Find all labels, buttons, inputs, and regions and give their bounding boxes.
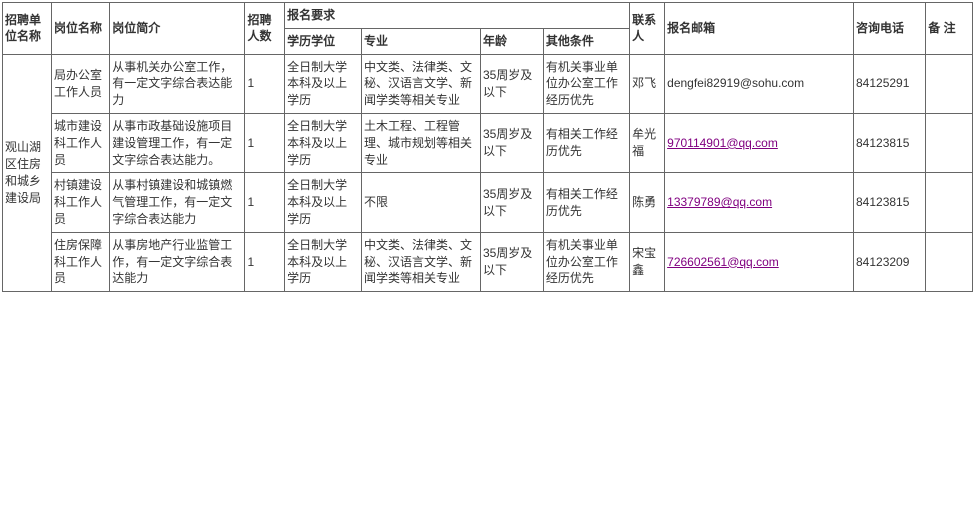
cell-email: 726602561@qq.com xyxy=(665,232,854,291)
cell-email: 13379789@qq.com xyxy=(665,173,854,232)
cell-email: dengfei82919@sohu.com xyxy=(665,54,854,113)
header-row-1: 招聘单位名称 岗位名称 岗位简介 招聘人数 报名要求 联系人 报名邮箱 咨询电话… xyxy=(3,3,973,29)
cell-other: 有机关事业单位办公室工作经历优先 xyxy=(543,54,629,113)
header-remark: 备 注 xyxy=(926,3,973,55)
cell-edu: 全日制大学本科及以上学历 xyxy=(285,173,362,232)
header-edu: 学历学位 xyxy=(285,28,362,54)
cell-position: 局办公室工作人员 xyxy=(51,54,109,113)
cell-other: 有相关工作经历优先 xyxy=(543,113,629,172)
cell-other: 有机关事业单位办公室工作经历优先 xyxy=(543,232,629,291)
cell-email: 970114901@qq.com xyxy=(665,113,854,172)
email-link[interactable]: 970114901@qq.com xyxy=(667,136,778,150)
cell-contact: 邓飞 xyxy=(630,54,665,113)
cell-count: 1 xyxy=(245,54,285,113)
cell-edu: 全日制大学本科及以上学历 xyxy=(285,54,362,113)
cell-edu: 全日制大学本科及以上学历 xyxy=(285,232,362,291)
cell-remark xyxy=(926,113,973,172)
header-position: 岗位名称 xyxy=(51,3,109,55)
header-phone: 咨询电话 xyxy=(854,3,926,55)
cell-age: 35周岁及以下 xyxy=(480,173,543,232)
cell-position: 城市建设科工作人员 xyxy=(51,113,109,172)
cell-phone: 84123815 xyxy=(854,173,926,232)
cell-contact: 牟光福 xyxy=(630,113,665,172)
cell-edu: 全日制大学本科及以上学历 xyxy=(285,113,362,172)
cell-intro: 从事房地产行业监管工作，有一定文字综合表达能力 xyxy=(110,232,245,291)
cell-other: 有相关工作经历优先 xyxy=(543,173,629,232)
cell-major: 中文类、法律类、文秘、汉语言文学、新闻学类等相关专业 xyxy=(362,54,481,113)
cell-age: 35周岁及以下 xyxy=(480,113,543,172)
cell-count: 1 xyxy=(245,173,285,232)
header-unit: 招聘单位名称 xyxy=(3,3,52,55)
cell-major: 土木工程、工程管理、城市规划等相关专业 xyxy=(362,113,481,172)
table-body: 观山湖区住房和城乡建设局局办公室工作人员从事机关办公室工作，有一定文字综合表达能… xyxy=(3,54,973,292)
cell-phone: 84123815 xyxy=(854,113,926,172)
cell-position: 住房保障科工作人员 xyxy=(51,232,109,291)
header-other: 其他条件 xyxy=(543,28,629,54)
table-header: 招聘单位名称 岗位名称 岗位简介 招聘人数 报名要求 联系人 报名邮箱 咨询电话… xyxy=(3,3,973,55)
cell-age: 35周岁及以下 xyxy=(480,54,543,113)
cell-intro: 从事机关办公室工作，有一定文字综合表达能力 xyxy=(110,54,245,113)
cell-phone: 84125291 xyxy=(854,54,926,113)
cell-position: 村镇建设科工作人员 xyxy=(51,173,109,232)
header-age: 年龄 xyxy=(480,28,543,54)
cell-phone: 84123209 xyxy=(854,232,926,291)
header-count: 招聘人数 xyxy=(245,3,285,55)
cell-major: 不限 xyxy=(362,173,481,232)
header-contact: 联系人 xyxy=(630,3,665,55)
table-row: 观山湖区住房和城乡建设局局办公室工作人员从事机关办公室工作，有一定文字综合表达能… xyxy=(3,54,973,113)
cell-age: 35周岁及以下 xyxy=(480,232,543,291)
header-requirements: 报名要求 xyxy=(285,3,630,29)
cell-count: 1 xyxy=(245,113,285,172)
table-row: 村镇建设科工作人员从事村镇建设和城镇燃气管理工作，有一定文字综合表达能力1全日制… xyxy=(3,173,973,232)
recruitment-table: 招聘单位名称 岗位名称 岗位简介 招聘人数 报名要求 联系人 报名邮箱 咨询电话… xyxy=(2,2,973,292)
table-row: 城市建设科工作人员从事市政基础设施项目建设管理工作，有一定文字综合表达能力。1全… xyxy=(3,113,973,172)
cell-contact: 宋宝鑫 xyxy=(630,232,665,291)
cell-major: 中文类、法律类、文秘、汉语言文学、新闻学类等相关专业 xyxy=(362,232,481,291)
header-major: 专业 xyxy=(362,28,481,54)
cell-remark xyxy=(926,232,973,291)
table-row: 住房保障科工作人员从事房地产行业监管工作，有一定文字综合表达能力1全日制大学本科… xyxy=(3,232,973,291)
cell-contact: 陈勇 xyxy=(630,173,665,232)
email-link[interactable]: 726602561@qq.com xyxy=(667,255,779,269)
cell-remark xyxy=(926,173,973,232)
header-intro: 岗位简介 xyxy=(110,3,245,55)
cell-unit: 观山湖区住房和城乡建设局 xyxy=(3,54,52,292)
header-email: 报名邮箱 xyxy=(665,3,854,55)
cell-intro: 从事村镇建设和城镇燃气管理工作，有一定文字综合表达能力 xyxy=(110,173,245,232)
cell-count: 1 xyxy=(245,232,285,291)
email-link[interactable]: 13379789@qq.com xyxy=(667,195,772,209)
cell-intro: 从事市政基础设施项目建设管理工作，有一定文字综合表达能力。 xyxy=(110,113,245,172)
cell-remark xyxy=(926,54,973,113)
